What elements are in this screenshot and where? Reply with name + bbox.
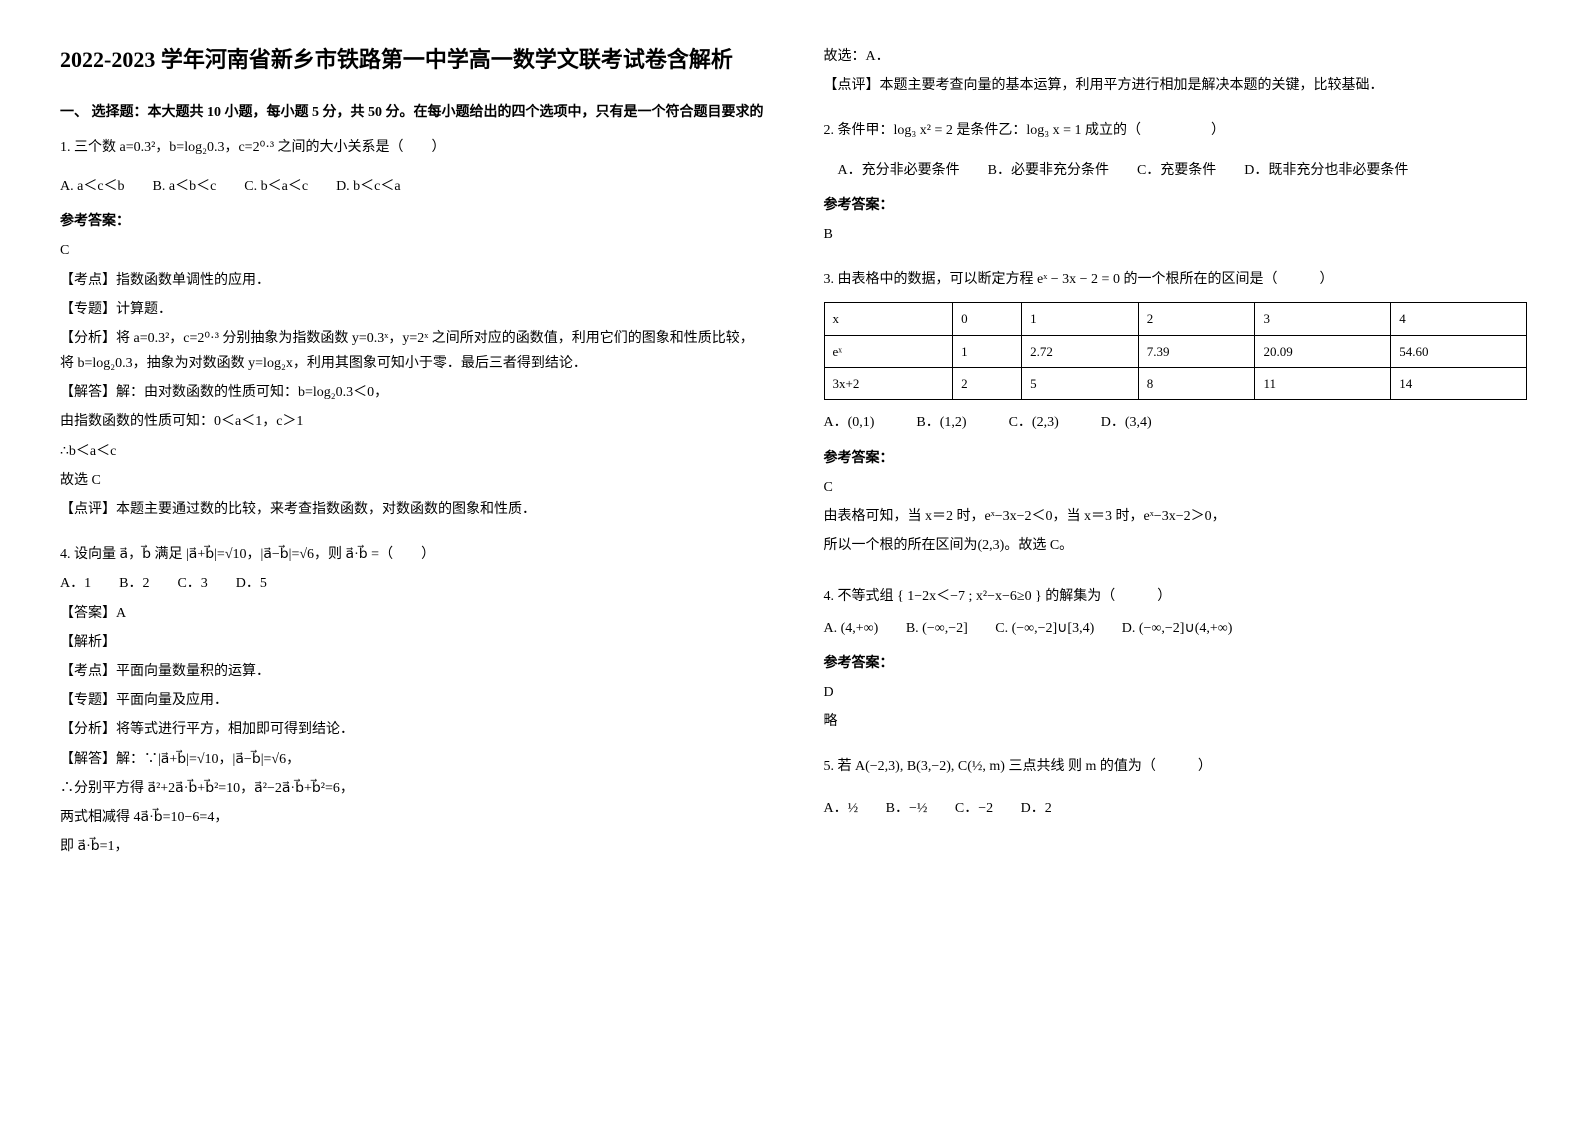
table-cell: 0 (953, 303, 1022, 335)
question-4-ineq: 4. 不等式组 { 1−2x＜−7 ; x²−x−6≥0 } 的解集为（ ） A… (824, 584, 1528, 640)
q2-stem: 2. 条件甲：log₃ x² = 2 是条件乙：log₃ x = 1 成立的（ … (824, 118, 1528, 143)
q5-opt-a: A．½ (824, 801, 859, 816)
q1-explain-2: 【专题】计算题． (60, 297, 764, 322)
q4v-exp-3: 【专题】平面向量及应用． (60, 688, 764, 713)
table-row: eˣ12.727.3920.0954.60 (824, 335, 1527, 367)
q4-opt-d: D. (−∞,−2]∪(4,+∞) (1122, 621, 1233, 636)
q3-explain-1: 由表格可知，当 x＝2 时，eˣ−3x−2＜0，当 x＝3 时，eˣ−3x−2＞… (824, 504, 1528, 529)
q4-opt-a: A. (4,+∞) (824, 621, 879, 636)
q1-explain-6: ∴b＜a＜c (60, 439, 764, 464)
table-cell: 8 (1138, 368, 1255, 400)
q3-explain-2: 所以一个根的所在区间为(2,3)。故选 C。 (824, 533, 1528, 558)
q4v-exp-4: 【分析】将等式进行平方，相加即可得到结论． (60, 717, 764, 742)
table-cell: 11 (1255, 368, 1391, 400)
answer-label: 参考答案： (824, 446, 1528, 471)
table-cell: 1 (1022, 303, 1139, 335)
q4v-exp-2: 【考点】平面向量数量积的运算． (60, 659, 764, 684)
page-container: 2022-2023 学年河南省新乡市铁路第一中学高一数学文联考试卷含解析 一、 … (60, 40, 1527, 869)
table-cell: 1 (953, 335, 1022, 367)
q3-data-table: x01234eˣ12.727.3920.0954.603x+22581114 (824, 302, 1528, 400)
table-row: 3x+22581114 (824, 368, 1527, 400)
q5-opt-c: C．−2 (955, 801, 993, 816)
q4-opt-c: C. (−∞,−2]∪[3,4) (995, 621, 1094, 636)
table-cell: 54.60 (1391, 335, 1527, 367)
q4v-ans: 【答案】A (60, 601, 764, 626)
table-cell: 14 (1391, 368, 1527, 400)
question-3: 3. 由表格中的数据，可以断定方程 eˣ − 3x − 2 = 0 的一个根所在… (824, 267, 1528, 436)
q1-explain-4: 【解答】解：由对数函数的性质可知：b=log₂0.3＜0， (60, 380, 764, 405)
question-1: 1. 三个数 a=0.3²，b=log₂0.3，c=2⁰·³ 之间的大小关系是（… (60, 135, 764, 199)
q1-explain-3: 【分析】将 a=0.3²，c=2⁰·³ 分别抽象为指数函数 y=0.3ˣ，y=2… (60, 326, 764, 376)
table-cell: 3x+2 (824, 368, 953, 400)
q5-stem: 5. 若 A(−2,3), B(3,−2), C(½, m) 三点共线 则 m … (824, 754, 1528, 779)
q4v-options: A．1 B．2 C．3 D．5 (60, 571, 764, 596)
table-cell: 2 (953, 368, 1022, 400)
q4v-stem: 4. 设向量 a⃗，b⃗ 满足 |a⃗+b⃗|=√10，|a⃗−b⃗|=√6，则… (60, 542, 764, 567)
table-cell: x (824, 303, 953, 335)
table-cell: 5 (1022, 368, 1139, 400)
exam-title: 2022-2023 学年河南省新乡市铁路第一中学高一数学文联考试卷含解析 (60, 40, 764, 80)
table-cell: 20.09 (1255, 335, 1391, 367)
q4v-continue-2: 【点评】本题主要考查向量的基本运算，利用平方进行相加是解决本题的关键，比较基础． (824, 73, 1528, 98)
q4v-exp-8: 即 a⃗·b⃗=1， (60, 834, 764, 859)
q4-answer: D (824, 680, 1528, 705)
q1-explain-5: 由指数函数的性质可知：0＜a＜1，c＞1 (60, 409, 764, 434)
q4-stem: 4. 不等式组 { 1−2x＜−7 ; x²−x−6≥0 } 的解集为（ ） (824, 584, 1528, 609)
table-cell: 7.39 (1138, 335, 1255, 367)
table-cell: 2 (1138, 303, 1255, 335)
answer-label: 参考答案： (824, 193, 1528, 218)
q1-answer: C (60, 238, 764, 263)
q1-explain-8: 【点评】本题主要通过数的比较，来考查指数函数，对数函数的图象和性质． (60, 497, 764, 522)
q4-explain-1: 略 (824, 709, 1528, 734)
q2-answer: B (824, 222, 1528, 247)
q4v-exp-6: ∴分别平方得 a⃗²+2a⃗·b⃗+b⃗²=10，a⃗²−2a⃗·b⃗+b⃗²=… (60, 776, 764, 801)
q3-answer: C (824, 475, 1528, 500)
q1-options: A. a＜c＜b B. a＜b＜c C. b＜a＜c D. b＜c＜a (60, 174, 764, 199)
left-column: 2022-2023 学年河南省新乡市铁路第一中学高一数学文联考试卷含解析 一、 … (60, 40, 764, 869)
q5-opt-b: B．−½ (886, 801, 928, 816)
q5-options: A．½ B．−½ C．−2 D．2 (824, 796, 1528, 821)
question-4-vectors: 4. 设向量 a⃗，b⃗ 满足 |a⃗+b⃗|=√10，|a⃗−b⃗|=√6，则… (60, 542, 764, 859)
section-1-heading: 一、 选择题：本大题共 10 小题，每小题 5 分，共 50 分。在每小题给出的… (60, 100, 764, 125)
q4v-exp-1: 【解析】 (60, 630, 764, 655)
q3-stem: 3. 由表格中的数据，可以断定方程 eˣ − 3x − 2 = 0 的一个根所在… (824, 267, 1528, 292)
table-cell: 2.72 (1022, 335, 1139, 367)
q3-table-body: x01234eˣ12.727.3920.0954.603x+22581114 (824, 303, 1527, 400)
table-cell: 3 (1255, 303, 1391, 335)
table-cell: eˣ (824, 335, 953, 367)
right-column: 故选：A． 【点评】本题主要考查向量的基本运算，利用平方进行相加是解决本题的关键… (824, 40, 1528, 869)
table-cell: 4 (1391, 303, 1527, 335)
q4-opt-b: B. (−∞,−2] (906, 621, 968, 636)
question-2: 2. 条件甲：log₃ x² = 2 是条件乙：log₃ x = 1 成立的（ … (824, 118, 1528, 182)
q1-explain-7: 故选 C (60, 468, 764, 493)
answer-label: 参考答案： (60, 209, 764, 234)
q4-options: A. (4,+∞) B. (−∞,−2] C. (−∞,−2]∪[3,4) D.… (824, 616, 1528, 641)
question-5: 5. 若 A(−2,3), B(3,−2), C(½, m) 三点共线 则 m … (824, 754, 1528, 820)
q2-options: A．充分非必要条件 B．必要非充分条件 C．充要条件 D．既非充分也非必要条件 (824, 158, 1528, 183)
q5-opt-d: D．2 (1021, 801, 1052, 816)
q4v-continue-1: 故选：A． (824, 44, 1528, 69)
q1-stem: 1. 三个数 a=0.3²，b=log₂0.3，c=2⁰·³ 之间的大小关系是（… (60, 135, 764, 160)
answer-label: 参考答案： (824, 651, 1528, 676)
q3-options: A．(0,1) B．(1,2) C．(2,3) D．(3,4) (824, 410, 1528, 435)
q1-explain-1: 【考点】指数函数单调性的应用． (60, 268, 764, 293)
q4v-exp-7: 两式相减得 4a⃗·b⃗=10−6=4， (60, 805, 764, 830)
q4v-exp-5: 【解答】解：∵|a⃗+b⃗|=√10，|a⃗−b⃗|=√6， (60, 747, 764, 772)
table-row: x01234 (824, 303, 1527, 335)
